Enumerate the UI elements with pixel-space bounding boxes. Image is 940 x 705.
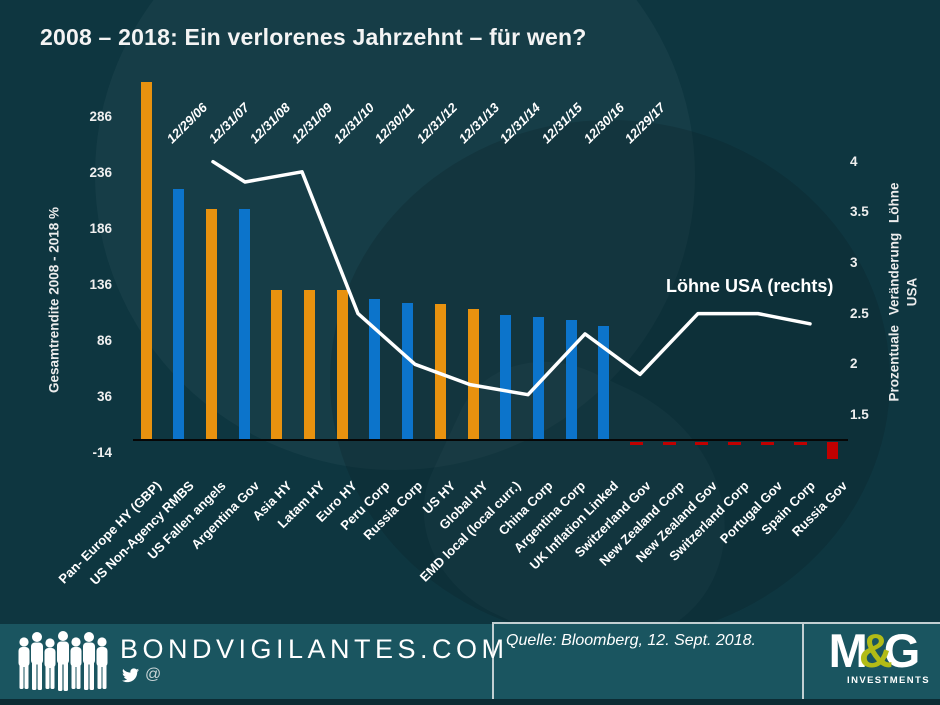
footer-bottom-strip [0,699,940,705]
bar-us-fallen-angels [205,209,217,440]
bar-switzerland-corp [728,442,742,446]
bar-portugal-gov [760,442,774,446]
bar-us-non-agency-rmbs [173,189,185,440]
right-axis-tick-4: 4 [850,153,858,169]
site-name-link[interactable]: BONDVIGILANTES.COM [120,634,509,664]
mg-investments-logo: M&G INVESTMENTS [816,624,930,686]
left-axis-tick-136: 136 [89,276,112,292]
date-label-12-30-16: 12/30/16 [580,99,627,147]
date-label-12-29-17: 12/29/17 [622,99,669,147]
bar-us-hy [434,304,446,440]
bar-pan-europe-hy-gbp [140,81,152,440]
date-label-12-31-08: 12/31/08 [247,99,294,147]
footer-separator-right [802,622,804,705]
bar-russia-gov [827,442,839,459]
bar-asia-hy [271,289,283,440]
bar-argentina-gov [238,209,250,440]
mg-ampersand: & [858,624,893,677]
right-axis-tick-2.5: 2.5 [850,305,869,321]
date-label-12-31-10: 12/31/10 [330,99,377,147]
footer-top-hairline [493,622,940,624]
right-axis-tick-2: 2 [850,356,858,372]
footer-separator-left [492,622,494,705]
right-axis-tick-3: 3 [850,255,858,270]
left-axis-tick-36: 36 [96,388,112,404]
source-caption: Quelle: Bloomberg, 12. Sept. 2018. [506,632,756,649]
bar-emd-local-local-curr [500,314,512,440]
mg-logo-letters: M&G [828,624,921,677]
date-label-12-29-06: 12/29/06 [163,99,211,147]
bar-new-zealand-gov [695,442,709,446]
right-axis-title-line2: USA [904,277,919,307]
date-label-12-31-09: 12/31/09 [288,99,336,147]
right-axis-tick-3.5: 3.5 [850,204,869,220]
line-annotation: Löhne USA (rechts) [666,276,834,296]
bar-latam-hy [304,289,315,440]
bar-uk-inflation-linked [598,325,610,440]
footer [0,624,940,705]
date-label-12-30-11: 12/30/11 [372,100,418,147]
date-label-12-31-12: 12/31/12 [413,99,461,147]
twitter-icon[interactable] [122,667,139,683]
bar-peru-corp [369,298,381,440]
bar-spain-corp [793,442,807,446]
bar-switzerland-gov [630,442,643,446]
bar-euro-hy [336,289,348,440]
at-symbol[interactable]: @ [145,666,162,683]
left-axis-tick--14: -14 [92,444,112,460]
x-axis-line [133,439,848,441]
mg-logo-subtitle: INVESTMENTS [847,675,930,686]
date-label-12-31-07: 12/31/07 [205,99,252,147]
left-axis-tick-86: 86 [96,332,112,348]
bar-china-corp [532,316,544,440]
date-label-12-31-14: 12/31/14 [497,99,544,147]
bar-russia-corp [402,303,414,440]
left-axis-tick-236: 236 [89,164,112,180]
bar-global-hy [467,308,479,440]
left-axis-tick-186: 186 [89,220,112,236]
date-label-12-31-13: 12/31/13 [455,99,502,147]
right-axis-title: Prozentuale Veränderung Löhne USA [885,182,920,401]
social-links: @ [122,666,161,684]
right-axis-tick-1.5: 1.5 [850,406,869,422]
page-title: 2008 – 2018: Ein verlorenes Jahrzehnt – … [40,24,587,50]
right-axis-title-line1: Prozentuale Veränderung Löhne [886,182,902,402]
bondvigilantes-people-logo [18,631,108,691]
left-axis-tick-286: 286 [89,108,112,124]
bar-new-zealand-corp [662,442,676,446]
date-label-12-31-15: 12/31/15 [538,99,586,147]
bar-argentina-corp [565,320,577,440]
